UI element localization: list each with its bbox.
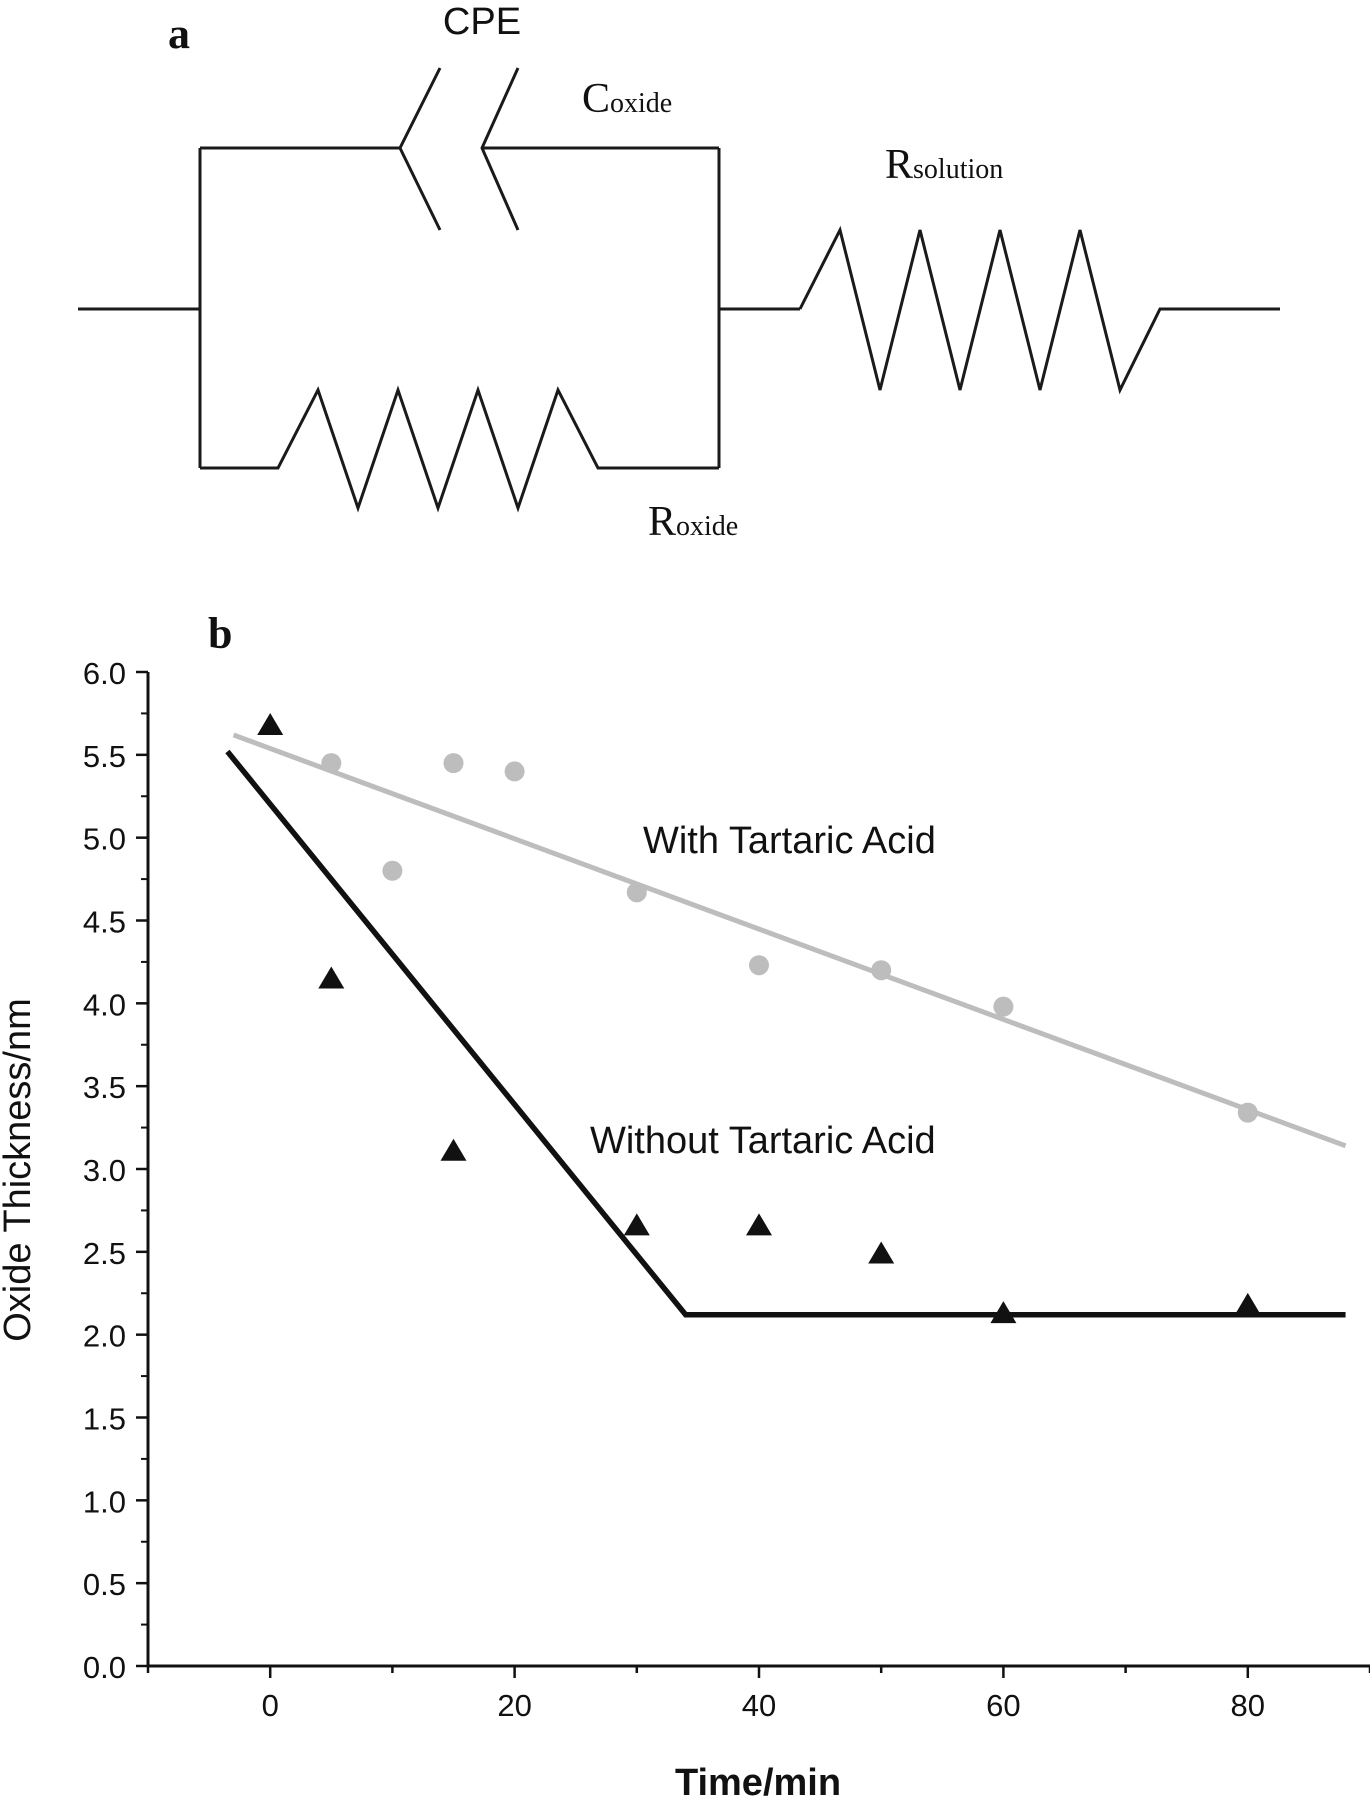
fit-line-without: [225, 749, 1346, 1318]
data-point-with: [1237, 1102, 1258, 1123]
data-point-without: [318, 966, 345, 989]
r-solution-main: R: [885, 142, 913, 188]
panel-a-label: a: [168, 9, 190, 58]
data-point-with: [871, 960, 892, 981]
y-tick-label: 0.5: [83, 1567, 126, 1602]
y-tick-label: 2.5: [83, 1236, 126, 1271]
series-label-without: Without Tartaric Acid: [590, 1120, 936, 1162]
data-point-without: [257, 713, 284, 736]
x-tick-label: 60: [986, 1688, 1020, 1723]
data-point-with: [993, 996, 1014, 1017]
fit-line-with: [232, 732, 1347, 1149]
y-tick-label: 3.0: [83, 1153, 126, 1188]
data-point-without: [623, 1213, 650, 1236]
x-axis-title: Time/min: [675, 1762, 841, 1800]
cpe-label: CPE: [443, 1, 521, 43]
y-ticks: 0.0 0.5 1.0 1.5 2.0 2.5 3.0 3.5 4.0 4.5 5.0 5.5 6.0: [83, 656, 148, 1685]
y-tick-label: 6.0: [83, 656, 126, 691]
c-oxide-label: Coxide: [582, 76, 672, 122]
data-point-without: [1234, 1292, 1261, 1315]
data-point-with: [504, 761, 525, 782]
r-oxide-main: R: [648, 499, 676, 545]
r-oxide-resistor: [200, 385, 719, 513]
data-point-without: [990, 1301, 1017, 1324]
y-tick-label: 3.5: [83, 1070, 126, 1105]
data-point-with: [443, 753, 464, 774]
x-tick-label: 80: [1231, 1688, 1265, 1723]
y-tick-label: 1.5: [83, 1402, 126, 1437]
r-oxide-label: Roxide: [648, 499, 738, 545]
data-point-with: [321, 753, 342, 774]
x-ticks: 0 20 40 60 80: [146, 1666, 1370, 1723]
circuit-diagram: a CPE Coxide Rsolution Roxide: [78, 1, 1280, 545]
data-point-with: [382, 860, 403, 881]
y-tick-label: 0.0: [83, 1650, 126, 1685]
c-oxide-sub: oxide: [610, 88, 672, 119]
r-solution-sub: solution: [913, 154, 1003, 185]
y-tick-label: 2.0: [83, 1319, 126, 1354]
y-tick-label: 4.0: [83, 987, 126, 1022]
data-point-with: [626, 882, 647, 903]
data-point-without: [440, 1138, 467, 1161]
markers: [257, 713, 1261, 1324]
x-tick-label: 40: [742, 1688, 776, 1723]
y-tick-label: 5.5: [83, 739, 126, 774]
data-point-with: [749, 955, 769, 976]
cpe-symbol: [398, 67, 520, 231]
y-tick-label: 4.5: [83, 905, 126, 940]
x-tick-label: 0: [262, 1688, 279, 1723]
c-oxide-main: C: [582, 76, 610, 122]
series-label-with: With Tartaric Acid: [643, 820, 936, 862]
chart: b 0.0 0.5 1.0 1.5 2.0 2.5 3.0 3.5 4.0 4.5 5.0 5.5 6.…: [0, 609, 1370, 1800]
data-point-without: [746, 1213, 772, 1236]
data-point-without: [868, 1241, 895, 1264]
r-oxide-sub: oxide: [676, 511, 738, 542]
panel-b-label: b: [208, 609, 232, 658]
r-solution-label: Rsolution: [885, 142, 1003, 188]
y-tick-label: 1.0: [83, 1484, 126, 1519]
r-solution-resistor: [798, 225, 1280, 395]
y-axis-title: Oxide Thickness/nm: [0, 998, 39, 1342]
y-tick-label: 5.0: [83, 822, 126, 857]
fit-lines: [225, 732, 1347, 1318]
x-tick-label: 20: [497, 1688, 531, 1723]
